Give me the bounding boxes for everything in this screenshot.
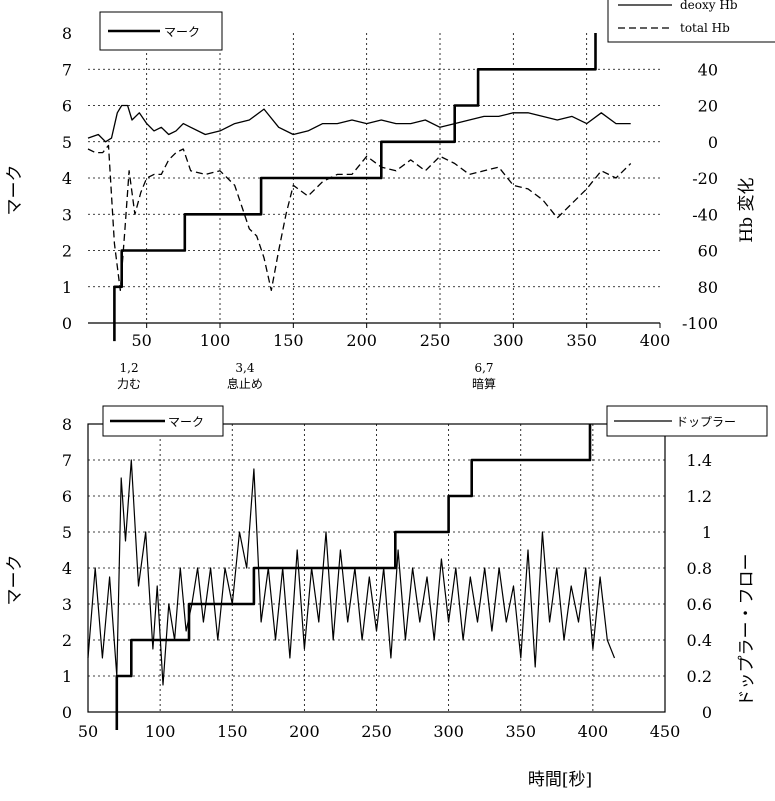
legend-right-label: ドップラー [676, 415, 736, 429]
y-right-tick-label: 0.4 [687, 631, 712, 650]
y-left-tick-label: 0 [62, 314, 72, 333]
y-right-tick-label: 0 [708, 133, 718, 152]
y-left-tick-label: 3 [62, 205, 72, 224]
y-left-tick-label: 4 [62, 169, 72, 188]
y-left-tick-label: 3 [62, 595, 72, 614]
y-left-tick-label: 1 [62, 278, 72, 297]
x-tick-label: 100 [200, 331, 231, 350]
y-right-tick-label: 60 [698, 242, 718, 261]
y-right-tick-label: 1 [702, 523, 712, 542]
x-tick-label: 150 [273, 331, 304, 350]
y-left-tick-label: 5 [62, 133, 72, 152]
x-tick-label: 300 [433, 722, 464, 741]
y-right-tick-label: 1.4 [687, 451, 712, 470]
series-line-2 [88, 145, 631, 290]
annotation-number: 1,2 [120, 361, 139, 375]
x-tick-label: 400 [578, 722, 609, 741]
y-right-axis-label: ドップラー・フロー [737, 554, 757, 707]
x-tick-label: 200 [346, 331, 377, 350]
series-line-1 [88, 106, 631, 142]
legend-right-label-0: deoxy Hb [680, 0, 738, 12]
series-line-0 [114, 33, 595, 341]
y-left-tick-label: 8 [62, 415, 72, 434]
y-right-tick-label: 1.2 [687, 487, 712, 506]
x-tick-label: 250 [361, 722, 392, 741]
y-left-tick-label: 7 [62, 451, 72, 470]
y-right-tick-label: -20 [692, 169, 718, 188]
x-tick-label: 350 [566, 331, 597, 350]
y-left-tick-label: 2 [62, 242, 72, 261]
y-left-tick-label: 1 [62, 667, 72, 686]
y-right-tick-label: 0 [702, 703, 712, 722]
y-right-tick-label: 0.6 [687, 595, 712, 614]
y-right-tick-label: 20 [698, 97, 718, 116]
annotation-text: 息止め [227, 376, 263, 391]
y-right-axis-label: Hb 変化 [737, 177, 757, 242]
y-left-tick-label: 4 [62, 559, 72, 578]
y-left-tick-label: 0 [62, 703, 72, 722]
y-left-tick-label: 8 [62, 24, 72, 43]
x-tick-label: 250 [420, 331, 451, 350]
x-tick-label: 450 [650, 722, 681, 741]
y-left-tick-label: 2 [62, 631, 72, 650]
x-tick-label: 50 [78, 722, 98, 741]
x-tick-label: 100 [145, 722, 176, 741]
y-left-axis-label: マーク [5, 165, 25, 216]
x-tick-label: 200 [289, 722, 320, 741]
x-tick-label: 150 [217, 722, 248, 741]
x-axis-label: 時間[秒] [528, 770, 592, 790]
legend-left-label: マーク [164, 25, 200, 39]
annotation-number: 6,7 [474, 361, 493, 375]
y-left-axis-label: マーク [5, 555, 25, 606]
hb-chart: 50100150200250300350400012345678-1008060… [5, 0, 775, 391]
y-right-tick-label: 0.2 [687, 667, 712, 686]
y-left-tick-label: 6 [62, 487, 72, 506]
annotation-number: 3,4 [235, 361, 254, 375]
y-right-tick-label: -40 [692, 205, 718, 224]
annotation-text: 暗算 [472, 376, 496, 391]
x-tick-label: 350 [505, 722, 536, 741]
series-line-1 [88, 460, 615, 685]
y-left-tick-label: 5 [62, 523, 72, 542]
doppler-chart: 50 100 150 200 250 300 350 400 450 0 1 2 3 4 5 6 7 8 0 0.2 0… [5, 406, 767, 790]
x-tick-label: 400 [640, 331, 671, 350]
y-left-tick-label: 6 [62, 97, 72, 116]
legend-right-label-1: total Hb [680, 21, 730, 35]
annotation-text: 力む [117, 377, 141, 391]
legend-left-label: マーク [168, 415, 204, 429]
y-left-tick-label: 7 [62, 60, 72, 79]
x-tick-label: 50 [131, 331, 151, 350]
y-right-tick-label: -100 [682, 314, 718, 333]
y-right-tick-label: 40 [698, 60, 718, 79]
x-tick-label: 300 [493, 331, 524, 350]
y-right-tick-label: 0.8 [687, 559, 712, 578]
y-right-tick-label: 80 [698, 278, 718, 297]
